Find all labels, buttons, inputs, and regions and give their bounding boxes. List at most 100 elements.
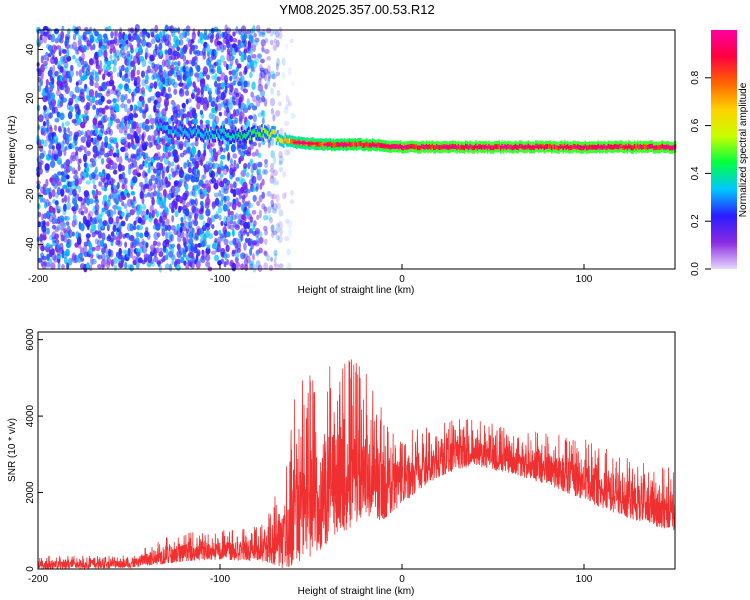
heatmap-noise-cell xyxy=(183,162,187,169)
heatmap-noise-cell xyxy=(101,107,106,115)
heatmap-band-cell xyxy=(182,130,185,136)
heatmap-noise-cell xyxy=(185,98,189,105)
heatmap-noise-cell xyxy=(159,162,164,171)
heatmap-band-cell xyxy=(195,132,198,138)
heatmap-band-cell xyxy=(545,144,547,150)
heatmap-noise-cell xyxy=(83,45,87,53)
heatmap-noise-cell xyxy=(74,254,79,264)
heatmap-noise-cell xyxy=(260,110,265,116)
heatmap-noise-cell xyxy=(103,49,108,59)
heatmap-noise-cell xyxy=(243,39,247,48)
heatmap-band-cell xyxy=(250,130,253,136)
heatmap-noise-cell xyxy=(156,135,161,145)
heatmap-band-cell xyxy=(213,134,215,140)
heatmap-noise-cell xyxy=(212,114,217,123)
heatmap-noise-cell xyxy=(141,197,145,205)
heatmap-noise-cell xyxy=(175,69,181,78)
heatmap-band-cell xyxy=(214,134,217,140)
heatmap-noise-cell xyxy=(80,136,87,143)
heatmap-noise-cell xyxy=(61,122,65,129)
heatmap-noise-cell xyxy=(103,152,110,158)
heatmap-noise-cell xyxy=(161,138,166,146)
heatmap-noise-cell xyxy=(185,264,190,270)
heatmap-noise-cell xyxy=(125,39,129,45)
heatmap-noise-cell xyxy=(65,159,71,167)
heatmap-noise-cell xyxy=(193,117,198,126)
heatmap-noise-cell xyxy=(38,241,45,250)
heatmap-noise-cell xyxy=(117,240,123,247)
heatmap-noise-cell xyxy=(85,172,90,178)
heatmap-noise-cell xyxy=(274,263,280,270)
heatmap-noise-cell xyxy=(150,124,154,130)
heatmap-noise-cell xyxy=(257,152,262,159)
heatmap-noise-cell xyxy=(205,43,211,53)
heatmap-noise-cell xyxy=(266,190,272,197)
heatmap-noise-cell xyxy=(271,193,277,200)
heatmap-noise-cell xyxy=(210,250,217,255)
heatmap-band-cell xyxy=(648,144,651,149)
heatmap-noise-cell xyxy=(118,83,123,90)
heatmap-noise-cell xyxy=(254,227,261,235)
heatmap-noise-cell xyxy=(37,211,42,218)
heatmap-noise-cell xyxy=(272,81,277,88)
heatmap-noise-cell xyxy=(188,211,193,219)
heatmap-noise-cell xyxy=(261,95,266,103)
heatmap-noise-cell xyxy=(46,107,50,114)
heatmap-noise-cell xyxy=(81,65,85,74)
heatmap-noise-cell xyxy=(51,248,55,256)
heatmap-noise-cell xyxy=(139,232,144,239)
heatmap-band-cell xyxy=(508,144,511,150)
heatmap-noise-cell xyxy=(259,182,263,190)
heatmap-noise-cell xyxy=(261,31,266,38)
heatmap-noise-cell xyxy=(243,162,248,170)
heatmap-noise-cell xyxy=(42,35,48,44)
heatmap-noise-cell xyxy=(277,221,283,230)
heatmap-noise-cell xyxy=(286,149,292,156)
heatmap-band-cell xyxy=(207,130,209,136)
heatmap-noise-cell xyxy=(203,142,207,151)
heatmap-noise-cell xyxy=(61,140,65,147)
heatmap-noise-cell xyxy=(181,102,186,109)
heatmap-band-cell xyxy=(232,133,234,139)
heatmap-noise-cell xyxy=(83,244,88,254)
heatmap-noise-cell xyxy=(98,111,103,117)
heatmap-noise-cell xyxy=(149,95,155,101)
heatmap-noise-cell xyxy=(94,166,98,174)
heatmap-noise-cell xyxy=(55,143,62,151)
heatmap-noise-cell xyxy=(39,167,43,175)
heatmap-band-cell xyxy=(495,144,498,150)
heatmap-noise-cell xyxy=(85,233,91,239)
heatmap-band-cell xyxy=(424,144,426,150)
heatmap-noise-cell xyxy=(146,232,151,240)
heatmap-noise-cell xyxy=(266,55,271,61)
heatmap-noise-cell xyxy=(219,233,225,239)
heatmap-noise-cell xyxy=(240,75,245,84)
heatmap-noise-cell xyxy=(228,240,233,246)
heatmap-noise-cell xyxy=(47,97,52,106)
heatmap-noise-cell xyxy=(93,173,99,181)
heatmap-noise-cell xyxy=(126,212,131,218)
heatmap-noise-cell xyxy=(272,30,277,35)
heatmap-band-cell xyxy=(360,141,362,147)
heatmap-noise-cell xyxy=(66,202,71,211)
heatmap-noise-cell xyxy=(153,168,158,174)
heatmap-noise-cell xyxy=(46,56,50,62)
heatmap-noise-cell xyxy=(251,141,257,147)
heatmap-noise-cell xyxy=(226,166,230,173)
heatmap-noise-cell xyxy=(213,230,219,236)
heatmap-noise-cell xyxy=(260,58,265,64)
heatmap-noise-cell xyxy=(257,112,263,118)
heatmap-band-cell xyxy=(290,138,292,144)
heatmap-band-cell xyxy=(258,131,260,137)
heatmap-noise-cell xyxy=(168,151,172,158)
heatmap-noise-cell xyxy=(159,215,163,224)
heatmap-noise-cell xyxy=(164,206,169,214)
heatmap-noise-cell xyxy=(178,178,184,184)
heatmap-noise-cell xyxy=(38,85,42,93)
heatmap-noise-cell xyxy=(78,232,82,241)
heatmap-band-cell xyxy=(660,144,662,150)
heatmap-noise-cell xyxy=(79,145,85,151)
heatmap-band-cell xyxy=(432,145,435,151)
heatmap-noise-cell xyxy=(167,145,173,152)
heatmap-noise-cell xyxy=(234,224,241,231)
